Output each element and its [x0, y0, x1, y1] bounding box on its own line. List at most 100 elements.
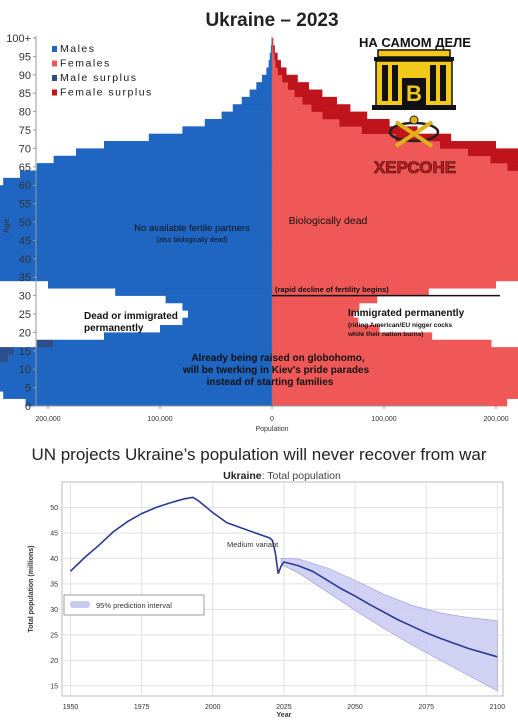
female-bar [272, 332, 433, 341]
x-axis-label: Year [277, 712, 292, 719]
female-surplus-bar [287, 82, 309, 90]
female-surplus-bar [272, 38, 274, 46]
female-bar [272, 89, 295, 98]
male-bar [104, 332, 272, 341]
female-surplus-bar [311, 104, 351, 112]
female-surplus-bar [395, 133, 452, 142]
pyramid-y-tick-label: 60 [19, 180, 31, 192]
female-surplus-bar [277, 67, 287, 76]
female-surplus-bar [507, 163, 518, 171]
annotation-biologically-dead: Biologically dead [289, 215, 368, 227]
female-bar [272, 126, 362, 134]
male-bar [261, 74, 272, 83]
female-bar [272, 74, 283, 83]
male-bar [165, 295, 272, 304]
pyramid-x-tick-label: 200,000 [35, 416, 60, 423]
female-surplus-bar [274, 52, 278, 61]
male-bar [0, 273, 272, 282]
x-tick-label: 1950 [63, 704, 79, 711]
female-bar [272, 236, 518, 245]
female-bar [272, 45, 274, 54]
female-bar [272, 52, 275, 61]
y-axis-label: Total population (millions) [28, 546, 35, 633]
male-bar [20, 170, 272, 179]
male-bar [0, 214, 272, 223]
annotation-immigrated-sub-2: while their nation burns) [347, 331, 423, 338]
female-bar [272, 295, 378, 304]
annotation-globohomo-1: Already being raised on globohomo, [191, 353, 365, 364]
male-bar [3, 391, 272, 399]
pyramid-x-tick-label: 200,000 [483, 416, 508, 423]
pyramid-y-tick-label: 30 [19, 291, 31, 303]
female-bar [272, 376, 518, 385]
population-projection-chart: Ukraine: Total population 15202530354045… [28, 470, 505, 719]
pyramid-y-tick-label: 95 [19, 51, 31, 63]
female-bar [272, 111, 323, 120]
female-surplus-bar [294, 89, 323, 98]
pyramid-legend: Males Females Male surplus Female surplus [52, 43, 151, 99]
kherson-logo: НА САМОМ ДЕЛЕ В ХЕРСОНЕ [359, 35, 471, 177]
pyramid-x-tick-label: 0 [270, 416, 274, 423]
y-tick-label: 30 [50, 607, 58, 614]
pyramid-y-tick-label: 35 [19, 272, 31, 284]
pyramid-y-tick-label: 75 [19, 125, 31, 137]
female-bar [272, 118, 340, 127]
female-bar [272, 214, 518, 223]
male-bar [0, 376, 273, 385]
male-bar [0, 244, 273, 252]
female-bar [272, 199, 518, 208]
pyramid-y-tick-label: 20 [19, 327, 31, 339]
female-bar [272, 67, 278, 76]
female-bar [272, 192, 518, 201]
legend-label: Females [60, 58, 111, 70]
legend-label: Males [60, 43, 96, 55]
medium-variant-line [69, 496, 498, 658]
male-bar [0, 199, 272, 208]
female-bar [272, 133, 396, 142]
annotation-fertility-decline: (rapid decline of fertility begins) [275, 285, 389, 294]
female-bar [272, 369, 518, 377]
female-bar [272, 104, 312, 112]
x-tick-label: 2000 [205, 704, 221, 711]
female-surplus-bar [275, 60, 281, 68]
pyramid-y-tick-label: 45 [19, 235, 31, 247]
pyramid-y-tick-label: 80 [19, 107, 31, 119]
female-surplus-bar [273, 45, 275, 54]
male-bar [53, 339, 272, 348]
male-bar [0, 207, 272, 215]
female-bar [272, 325, 380, 333]
male-bar [0, 383, 272, 392]
female-surplus-bar [339, 118, 390, 127]
female-bar [272, 82, 288, 90]
female-bar [272, 222, 518, 230]
pyramid-x-axis-label: Population [255, 426, 288, 433]
line-legend-swatch [70, 601, 90, 608]
male-bar [182, 126, 272, 134]
male-bar [148, 133, 272, 142]
male-bar [182, 317, 272, 326]
female-bar [272, 207, 518, 215]
female-bar [272, 310, 354, 318]
female-bar [272, 251, 518, 260]
female-surplus-bar [282, 74, 298, 83]
female-surplus-bar [490, 155, 518, 164]
pyramid-y-tick-label: 50 [19, 217, 31, 229]
pyramid-y-tick-label: 10 [19, 364, 31, 376]
y-tick-label: 20 [50, 658, 58, 665]
building-icon: В [372, 49, 456, 110]
male-surplus-bar [0, 354, 9, 363]
pyramid-y-tick-label: 0 [25, 401, 31, 413]
male-bar [270, 45, 272, 54]
female-bar [272, 170, 518, 179]
male-bar [160, 325, 272, 333]
pyramid-y-tick-label: 70 [19, 143, 31, 155]
male-bar [104, 141, 272, 149]
male-bar [76, 148, 272, 157]
female-bar [272, 60, 276, 68]
female-bar [272, 288, 429, 296]
male-bar [188, 310, 272, 318]
annotation-globohomo-2: will be twerking in Kiev's pride parades [182, 365, 370, 376]
legend-swatch [52, 89, 57, 96]
male-bar [0, 185, 272, 193]
